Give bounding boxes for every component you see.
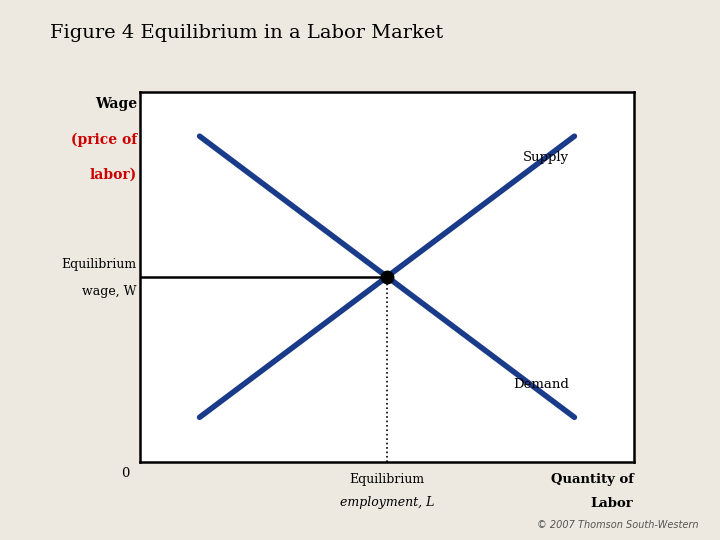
Text: Wage: Wage bbox=[94, 97, 137, 111]
Text: © 2007 Thomson South-Western: © 2007 Thomson South-Western bbox=[537, 520, 698, 530]
Text: Supply: Supply bbox=[523, 151, 570, 164]
Text: Equilibrium: Equilibrium bbox=[62, 258, 137, 271]
Text: Labor: Labor bbox=[591, 497, 634, 510]
Text: Figure 4 Equilibrium in a Labor Market: Figure 4 Equilibrium in a Labor Market bbox=[50, 24, 444, 42]
Text: labor): labor) bbox=[89, 167, 137, 181]
Text: Equilibrium: Equilibrium bbox=[349, 472, 425, 485]
Text: wage, W: wage, W bbox=[82, 285, 137, 298]
Text: (price of: (price of bbox=[71, 132, 137, 147]
Text: Quantity of: Quantity of bbox=[551, 472, 634, 485]
Text: Demand: Demand bbox=[513, 379, 570, 392]
Text: 0: 0 bbox=[121, 467, 130, 480]
Text: employment, L: employment, L bbox=[340, 496, 434, 509]
